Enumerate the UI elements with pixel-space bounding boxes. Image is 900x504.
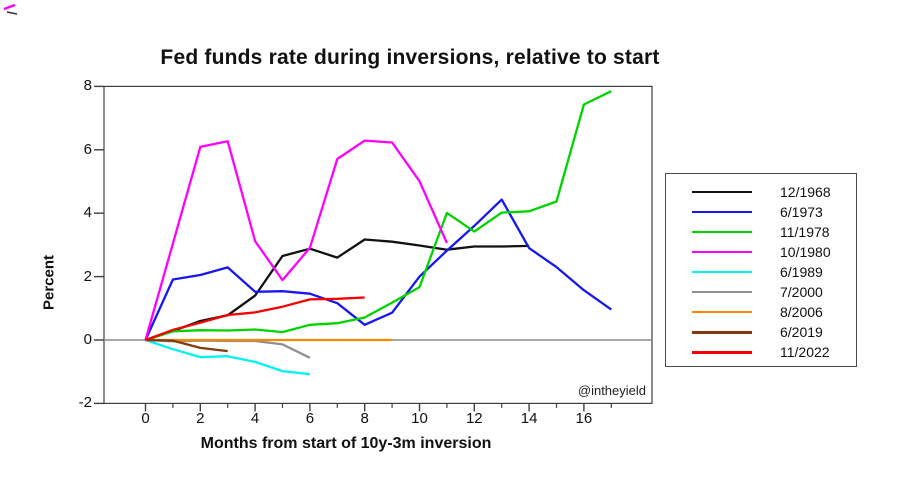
legend-item: 11/2022 xyxy=(666,342,854,362)
x-tick-label: 4 xyxy=(250,410,260,428)
x-axis-title: Months from start of 10y-3m inversion xyxy=(200,435,492,452)
y-tick-label: 4 xyxy=(83,204,92,222)
legend-label: 11/1978 xyxy=(780,223,830,240)
legend-item: 8/2006 xyxy=(666,302,854,322)
plot-border xyxy=(103,85,653,405)
legend-swatch xyxy=(692,311,752,314)
legend-item: 6/1989 xyxy=(666,262,854,282)
series-line-6-2019 xyxy=(145,338,228,353)
corner-artifact-magenta xyxy=(3,3,16,11)
legend-label: 11/2022 xyxy=(780,344,830,361)
x-tick-label: 8 xyxy=(360,410,369,428)
legend-swatch xyxy=(692,190,752,193)
x-tick-label: 16 xyxy=(575,410,593,428)
legend-swatch xyxy=(692,291,752,294)
legend-label: 12/1968 xyxy=(780,183,831,200)
legend-item: 7/2000 xyxy=(666,282,854,302)
y-tick-label: -2 xyxy=(78,394,92,412)
legend-label: 6/2019 xyxy=(780,324,823,341)
x-tick-label: 12 xyxy=(465,410,483,428)
y-tick-label: 2 xyxy=(83,267,92,285)
legend: 12/1968 6/1973 11/1978 10/1980 6/1989 7/2000 8… xyxy=(665,173,857,367)
legend-label: 8/2006 xyxy=(780,304,823,321)
legend-label: 10/1980 xyxy=(780,243,831,260)
corner-artifact-dark xyxy=(6,11,18,15)
legend-item: 6/1973 xyxy=(666,202,854,222)
series-line-12-1968 xyxy=(145,238,530,342)
chart-title: Fed funds rate during inversions, relati… xyxy=(160,46,660,69)
y-tick-label: 8 xyxy=(83,77,92,95)
legend-swatch xyxy=(692,351,752,354)
series-line-11-1978 xyxy=(145,90,612,342)
legend-item: 10/1980 xyxy=(666,242,854,262)
y-tick-label: 6 xyxy=(83,140,92,158)
y-axis-title: Percent xyxy=(40,254,58,311)
x-tick-label: 0 xyxy=(141,410,150,428)
legend-label: 6/1973 xyxy=(780,203,823,220)
legend-swatch xyxy=(692,250,752,254)
series-line-6-1973 xyxy=(144,198,612,341)
legend-swatch xyxy=(692,270,752,274)
legend-item: 6/2019 xyxy=(666,322,854,342)
x-tick-label: 6 xyxy=(305,410,315,428)
legend-item: 12/1968 xyxy=(666,182,854,202)
x-tick-label: 10 xyxy=(411,410,428,428)
series-line-6-1989 xyxy=(145,338,311,376)
legend-swatch xyxy=(692,210,752,213)
series-line-10-1980 xyxy=(144,139,448,341)
legend-swatch xyxy=(692,331,752,334)
legend-swatch xyxy=(692,230,752,234)
x-tick-label: 2 xyxy=(196,410,205,428)
x-tick-label: 14 xyxy=(520,410,538,428)
legend-item: 11/1978 xyxy=(666,222,854,242)
y-tick-label: 0 xyxy=(83,331,92,348)
series-line-11-2022 xyxy=(145,296,365,342)
legend-label: 7/2000 xyxy=(780,284,823,300)
watermark: @intheyield xyxy=(577,383,646,398)
legend-label: 6/1989 xyxy=(780,263,823,280)
